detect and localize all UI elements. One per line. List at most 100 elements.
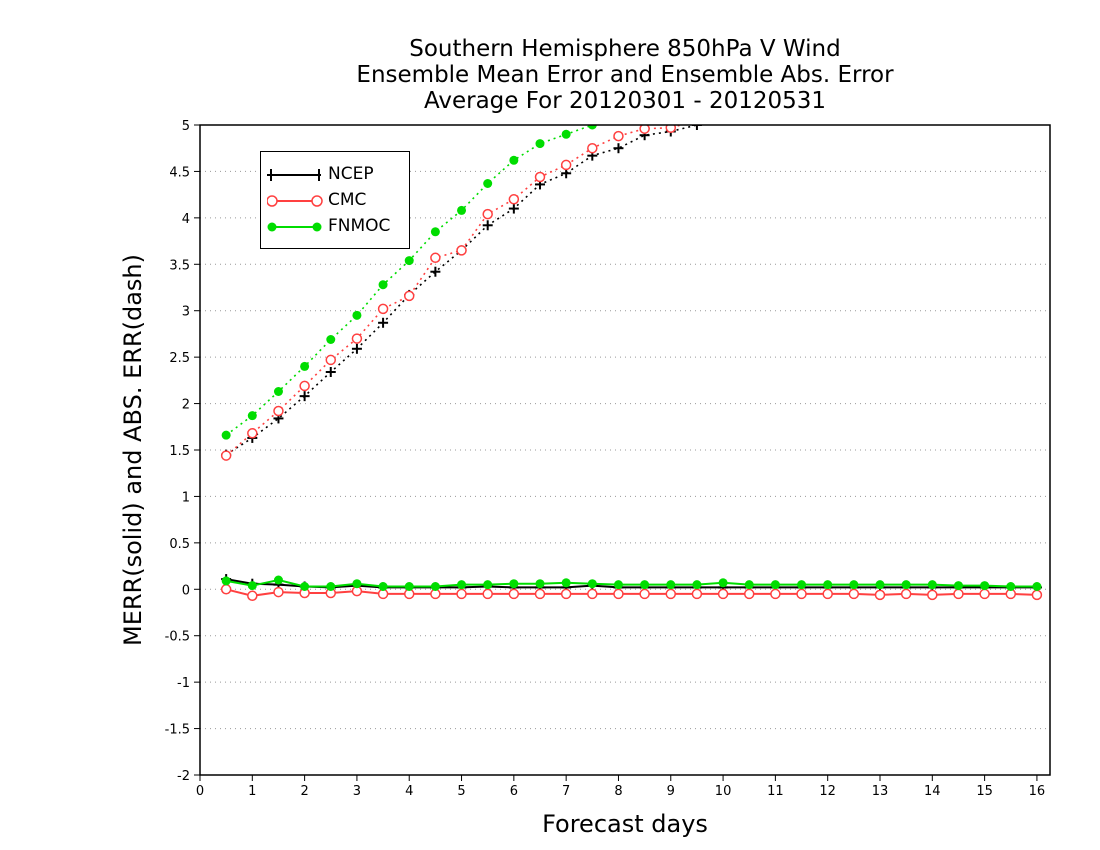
x-tick-label: 0 (196, 784, 204, 799)
legend-swatch-fnmoc (267, 222, 322, 232)
y-tick-label: 4 (182, 212, 190, 227)
data-point-ncep-abs-err (953, 74, 963, 84)
x-tick-label: 1 (248, 784, 256, 799)
data-point-fnmoc-merr (587, 579, 597, 589)
data-point-ncep-abs-err (430, 266, 441, 277)
y-tick-label: 0 (182, 583, 190, 598)
data-point-cmc-merr (273, 586, 284, 598)
data-point-fnmoc-abs-err (640, 111, 649, 120)
data-point-fnmoc-merr (849, 580, 859, 590)
x-tick-label: 16 (1029, 784, 1046, 799)
data-point-fnmoc-abs-err (719, 97, 728, 106)
data-point-fnmoc-merr (875, 580, 885, 590)
x-tick-label: 11 (767, 784, 784, 799)
y-tick-label: -1 (177, 676, 190, 691)
data-point-cmc-abs-err (247, 428, 258, 439)
data-point-fnmoc-abs-err (378, 280, 388, 290)
data-point-fnmoc-merr (744, 580, 754, 590)
data-point-fnmoc-merr (901, 580, 911, 590)
data-point-fnmoc-merr (927, 580, 937, 590)
data-point-fnmoc-merr (613, 580, 623, 590)
data-point-fnmoc-abs-err (457, 205, 467, 215)
y-tick-label: 3.5 (169, 258, 190, 273)
data-point-fnmoc-abs-err (430, 227, 440, 237)
x-tick-label: 9 (667, 784, 675, 799)
data-point-cmc-merr (874, 589, 886, 601)
data-point-fnmoc-abs-err (561, 129, 571, 139)
data-point-cmc-abs-err (299, 380, 310, 392)
legend-label-ncep: NCEP (328, 164, 374, 184)
data-point-fnmoc-merr (430, 582, 440, 591)
data-point-ncep-abs-err (797, 101, 807, 111)
data-point-cmc-abs-err (534, 171, 546, 183)
data-point-cmc-merr (953, 588, 964, 600)
data-point-ncep-abs-err (351, 343, 362, 354)
data-point-cmc-abs-err (560, 159, 572, 171)
data-point-cmc-merr (770, 588, 781, 600)
data-point-fnmoc-abs-err (614, 116, 623, 125)
data-point-cmc-merr (220, 584, 232, 595)
data-point-fnmoc-abs-err (876, 69, 885, 78)
data-point-ncep-abs-err (849, 92, 859, 102)
data-point-cmc-abs-err (639, 125, 650, 134)
data-point-fnmoc-merr (953, 581, 963, 591)
data-point-fnmoc-merr (718, 578, 728, 588)
series-line-ncep-merr (226, 578, 1037, 589)
data-point-fnmoc-abs-err (483, 179, 493, 188)
x-tick-label: 15 (976, 784, 993, 799)
data-point-ncep-abs-err (927, 78, 937, 88)
data-point-cmc-abs-err (377, 303, 389, 315)
y-tick-label: -2 (177, 769, 190, 784)
data-point-ncep-abs-err (508, 203, 519, 214)
chart-legend: NCEP CMC FNMOC (260, 151, 410, 249)
data-point-cmc-merr (639, 588, 650, 600)
data-point-fnmoc-merr (273, 575, 283, 585)
data-point-ncep-abs-err (901, 83, 911, 93)
data-point-ncep-abs-err (378, 317, 389, 328)
x-tick-label: 14 (924, 784, 941, 799)
chart-title-line-3: Average For 20120301 - 20120531 (423, 88, 827, 114)
y-axis-label: MERR(solid) and ABS. ERR(dash) (119, 254, 147, 646)
data-point-fnmoc-abs-err (902, 65, 911, 74)
x-tick-label: 6 (510, 784, 518, 799)
chart-title-line-1: Southern Hemisphere 850hPa V Wind (409, 36, 841, 62)
data-point-cmc-merr (247, 590, 258, 602)
data-point-fnmoc-abs-err (1032, 42, 1041, 51)
data-point-cmc-abs-err (220, 450, 232, 461)
data-point-ncep-abs-err (482, 220, 493, 231)
x-axis-label: Forecast days (542, 810, 708, 838)
y-tick-label: 2 (182, 398, 190, 413)
plot-frame (199, 124, 1051, 776)
data-point-fnmoc-abs-err (1006, 46, 1015, 55)
data-point-ncep-abs-err (691, 125, 702, 130)
legend-label-cmc: CMC (328, 190, 367, 210)
data-point-fnmoc-abs-err (666, 107, 675, 116)
data-point-cmc-abs-err (325, 354, 337, 366)
data-point-cmc-abs-err (430, 252, 441, 264)
data-point-fnmoc-abs-err (587, 125, 597, 130)
data-point-fnmoc-merr (640, 580, 650, 590)
data-point-fnmoc-abs-err (954, 56, 963, 65)
x-tick-label: 3 (353, 784, 361, 799)
y-tick-label: -0.5 (165, 630, 190, 645)
x-tick-label: 12 (819, 784, 836, 799)
data-point-fnmoc-merr (509, 579, 519, 589)
data-point-cmc-abs-err (849, 88, 858, 97)
data-point-cmc-abs-err (508, 194, 520, 205)
data-point-fnmoc-merr (823, 580, 833, 590)
series-line-cmc-merr (225, 588, 1037, 597)
data-point-cmc-abs-err (587, 142, 598, 154)
data-point-cmc-merr (743, 588, 755, 600)
y-tick-label: 4.5 (169, 165, 190, 180)
data-point-cmc-merr (665, 588, 677, 600)
x-tick-label: 8 (614, 784, 622, 799)
data-point-fnmoc-merr (483, 580, 493, 590)
series-line-fnmoc-merr (226, 578, 1037, 588)
data-point-fnmoc-merr (692, 580, 702, 590)
data-point-fnmoc-abs-err (771, 88, 780, 97)
data-point-fnmoc-abs-err (404, 256, 414, 266)
data-point-fnmoc-abs-err (797, 83, 806, 92)
data-point-fnmoc-merr (221, 576, 231, 586)
legend-item-ncep: NCEP (261, 162, 411, 188)
